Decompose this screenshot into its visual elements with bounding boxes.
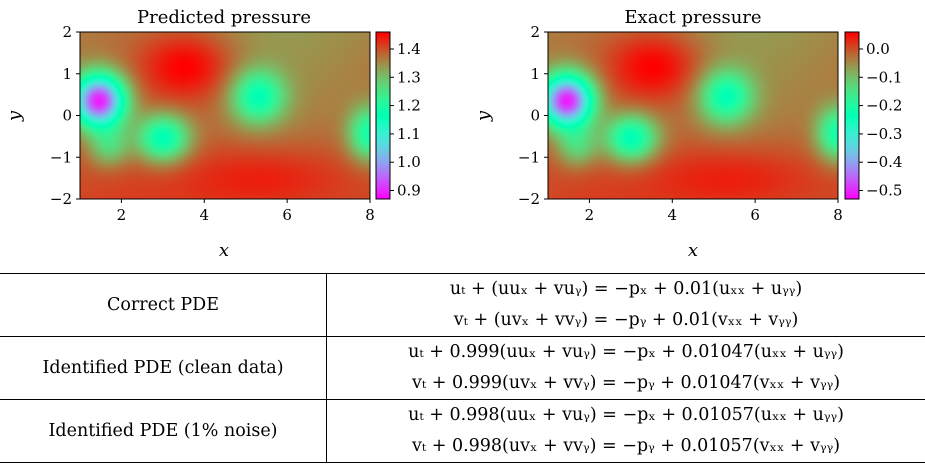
colorbar-tick-label: 1.2 xyxy=(397,97,421,115)
exact-pressure-heatmap xyxy=(548,32,838,199)
equation-cell: uₜ + 0.999(uuₓ + vuᵧ) = −pₓ + 0.01047(uₓ… xyxy=(326,336,925,400)
y-tick-label: −1 xyxy=(518,148,540,166)
x-tick-label: 6 xyxy=(750,206,760,224)
row-label: Correct PDE xyxy=(0,273,327,337)
x-tick-label: 8 xyxy=(833,206,843,224)
colorbar-tick-label: 1.1 xyxy=(397,125,421,143)
exact-pressure-panel: Exact pressure 2 4 6 8 2 1 0 −1 −2 x y 0.0 −0.1 −0… xyxy=(473,7,902,261)
y-tick-label: 1 xyxy=(530,65,540,83)
x-tick-label: 2 xyxy=(117,206,127,224)
row-label: Identified PDE (clean data) xyxy=(0,336,327,400)
colorbar-tick-label: 0.0 xyxy=(866,40,890,58)
predicted-colorbar xyxy=(376,32,390,199)
y-tick-label: 0 xyxy=(530,107,540,125)
colorbar-tick-label: 1.0 xyxy=(397,153,421,171)
x-tick-label: 6 xyxy=(282,206,292,224)
y-tick-label: −1 xyxy=(50,148,72,166)
equation-u: uₜ + 0.998(uuₓ + vuᵧ) = −pₓ + 0.01057(uₓ… xyxy=(408,405,844,425)
table-row: Identified PDE (clean data) uₜ + 0.999(u… xyxy=(0,336,925,400)
equation-u: uₜ + 0.999(uuₓ + vuᵧ) = −pₓ + 0.01047(uₓ… xyxy=(408,342,844,362)
equation-cell: uₜ + 0.998(uuₓ + vuᵧ) = −pₓ + 0.01057(uₓ… xyxy=(326,399,925,463)
table-row: Correct PDE uₜ + (uuₓ + vuᵧ) = −pₓ + 0.0… xyxy=(0,273,925,337)
row-label: Identified PDE (1% noise) xyxy=(0,399,327,463)
x-tick-label: 8 xyxy=(365,206,375,224)
predicted-title: Predicted pressure xyxy=(137,7,311,28)
equation-v: vₜ + (uvₓ + vvᵧ) = −pᵧ + 0.01(vₓₓ + vᵧᵧ) xyxy=(453,310,799,330)
exact-xlabel: x xyxy=(688,240,698,261)
predicted-axes: 2 4 6 8 2 1 0 −1 −2 xyxy=(50,23,375,224)
x-tick-label: 4 xyxy=(200,206,210,224)
x-tick-label: 2 xyxy=(585,206,595,224)
predicted-colorbar-ticks: 1.4 1.3 1.2 1.1 1.0 0.9 xyxy=(390,40,421,200)
equation-u: uₜ + (uuₓ + vuᵧ) = −pₓ + 0.01(uₓₓ + uᵧᵧ) xyxy=(449,279,803,299)
colorbar-tick-label: 1.4 xyxy=(397,40,421,58)
y-tick-label: −2 xyxy=(518,190,540,208)
predicted-ylabel: y xyxy=(4,110,25,122)
colorbar-tick-label: −0.4 xyxy=(866,153,902,171)
exact-colorbar-ticks: 0.0 −0.1 −0.2 −0.3 −0.4 −0.5 xyxy=(859,40,902,200)
y-tick-label: −2 xyxy=(50,190,72,208)
y-tick-label: 1 xyxy=(62,65,72,83)
table-row: Identified PDE (1% noise) uₜ + 0.998(uuₓ… xyxy=(0,399,925,463)
equation-v: vₜ + 0.998(uvₓ + vvᵧ) = −pᵧ + 0.01057(vₓ… xyxy=(411,436,841,456)
colorbar-tick-label: −0.3 xyxy=(866,125,902,143)
y-tick-label: 0 xyxy=(62,107,72,125)
colorbar-tick-label: −0.5 xyxy=(866,182,902,200)
exact-title: Exact pressure xyxy=(624,7,761,28)
exact-ylabel: y xyxy=(473,110,494,122)
equation-v: vₜ + 0.999(uvₓ + vvᵧ) = −pᵧ + 0.01047(vₓ… xyxy=(411,373,841,393)
pde-comparison-table: Correct PDE uₜ + (uuₓ + vuᵧ) = −pₓ + 0.0… xyxy=(0,273,925,463)
colorbar-tick-label: 0.9 xyxy=(397,182,421,200)
x-tick-label: 4 xyxy=(668,206,678,224)
colorbar-tick-label: −0.1 xyxy=(866,68,902,86)
predicted-xlabel: x xyxy=(219,240,229,261)
colorbar-tick-label: −0.2 xyxy=(866,97,902,115)
colorbar-tick-label: 1.3 xyxy=(397,68,421,86)
y-tick-label: 2 xyxy=(62,23,72,41)
equation-cell: uₜ + (uuₓ + vuᵧ) = −pₓ + 0.01(uₓₓ + uᵧᵧ)… xyxy=(326,273,925,337)
predicted-pressure-heatmap xyxy=(80,32,370,199)
y-tick-label: 2 xyxy=(530,23,540,41)
exact-colorbar xyxy=(845,32,859,199)
exact-axes: 2 4 6 8 2 1 0 −1 −2 xyxy=(518,23,843,224)
